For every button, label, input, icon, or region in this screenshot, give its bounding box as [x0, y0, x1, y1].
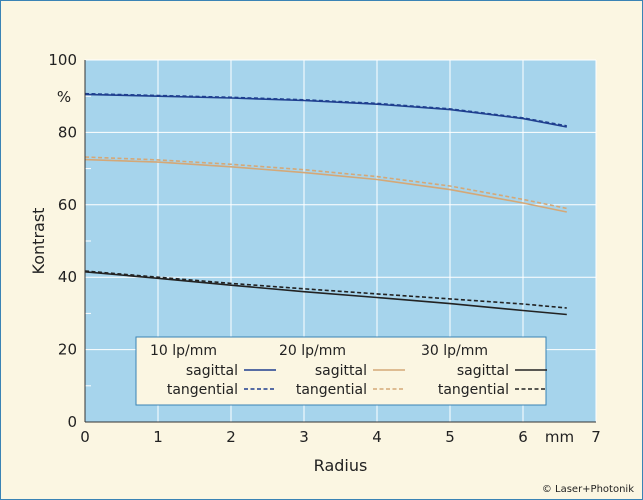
x-tick-label: 2: [226, 428, 236, 446]
y-tick-label: 20: [58, 341, 77, 359]
axes: 0 20 40 60 80 100 0 1 2 3 4 5 6 7: [48, 51, 600, 446]
legend-group-label: 20 lp/mm: [279, 343, 346, 359]
legend-tangential-label: tangential: [296, 382, 367, 398]
legend-tangential-label: tangential: [167, 382, 238, 398]
credit-label: © Laser+Photonik: [542, 484, 634, 495]
legend-group-label: 10 lp/mm: [150, 343, 217, 359]
legend-group-label: 30 lp/mm: [421, 343, 488, 359]
x-axis-title: Radius: [314, 456, 368, 475]
legend-tangential-label: tangential: [438, 382, 509, 398]
x-tick-label: 3: [299, 428, 309, 446]
x-tick-label: 0: [80, 428, 90, 446]
legend-sagittal-label: sagittal: [457, 363, 509, 379]
x-tick-label: 5: [445, 428, 455, 446]
x-tick-label: 7: [591, 428, 601, 446]
legend: 10 lp/mm sagittal tangential 20 lp/mm sagitt…: [135, 336, 547, 406]
series-line-2: [84, 158, 567, 213]
minor-ticks: [85, 95, 91, 387]
y-axis-title: Kontrast: [29, 208, 48, 275]
series-line-3: [84, 156, 567, 210]
series-lines: [84, 92, 567, 316]
series-line-4: [84, 271, 567, 316]
x-tick-label: 4: [372, 428, 382, 446]
legend-sagittal-label: sagittal: [186, 363, 238, 379]
x-tick-label: 1: [153, 428, 163, 446]
y-tick-label: 100: [48, 51, 77, 69]
x-unit-label: mm: [545, 428, 574, 446]
x-tick-label: 6: [518, 428, 528, 446]
series-line-5: [84, 270, 567, 309]
y-tick-label: 40: [58, 268, 77, 286]
series-line-1: [84, 92, 567, 127]
y-tick-label: 60: [58, 196, 77, 214]
y-tick-label: 0: [67, 413, 77, 431]
legend-box: [135, 336, 547, 406]
y-tick-label: 80: [58, 123, 77, 141]
legend-sagittal-label: sagittal: [315, 363, 367, 379]
y-unit-label: %: [57, 88, 71, 106]
